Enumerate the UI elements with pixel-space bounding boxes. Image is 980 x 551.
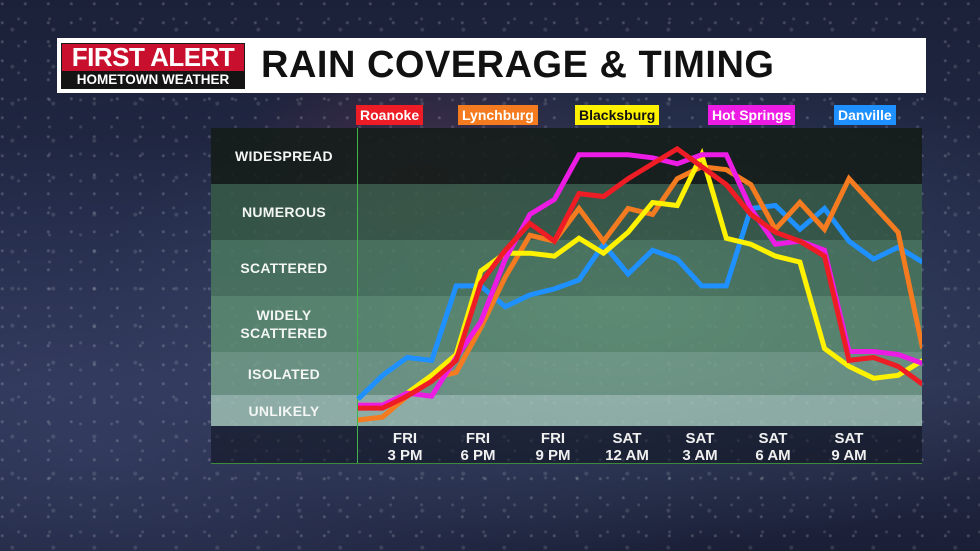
rain-coverage-chart: WIDESPREAD NUMEROUS SCATTERED WIDELY SCATTER… xyxy=(211,128,922,464)
logo-first-alert: FIRST ALERT xyxy=(61,42,245,72)
band-label: SCATTERED xyxy=(240,260,328,276)
tick-time: 6 PM xyxy=(460,447,496,464)
tick-day: SAT xyxy=(834,430,864,447)
title-banner: FIRST ALERT HOMETOWN WEATHER RAIN COVERA… xyxy=(57,38,926,93)
series-line-roanoke xyxy=(358,145,922,411)
band-isolated: ISOLATED xyxy=(211,352,922,395)
x-tick-label: SAT 9 AM xyxy=(814,430,884,464)
x-tick-label: SAT 6 AM xyxy=(738,430,808,464)
band-label: WIDELY SCATTERED xyxy=(240,307,328,341)
x-tick-label: FRI 6 PM xyxy=(443,430,513,464)
tick-day: FRI xyxy=(465,430,491,447)
chart-legend: Roanoke Lynchburg Blacksburg Hot Springs Dan… xyxy=(0,105,980,127)
band-numerous: NUMEROUS xyxy=(211,184,922,240)
tick-time: 6 AM xyxy=(755,447,791,464)
series-line-danville xyxy=(356,202,922,401)
tick-day: FRI xyxy=(392,430,418,447)
x-tick-label: SAT 12 AM xyxy=(592,430,662,464)
tick-day: SAT xyxy=(612,430,642,447)
band-label: WIDESPREAD xyxy=(235,148,333,164)
band-label: UNLIKELY xyxy=(248,402,320,419)
series-line-blacksburg xyxy=(358,147,922,408)
tick-time: 9 PM xyxy=(535,447,571,464)
legend-item-danville: Danville xyxy=(834,105,896,125)
band-widely-scattered: WIDELY SCATTERED xyxy=(211,296,922,352)
first-alert-logo: FIRST ALERT HOMETOWN WEATHER xyxy=(61,42,245,89)
tick-time: 3 PM xyxy=(387,447,423,464)
chart-lines xyxy=(356,145,922,423)
legend-item-blacksburg: Blacksburg xyxy=(575,105,660,125)
tick-time: 9 AM xyxy=(831,447,867,464)
tick-time: 3 AM xyxy=(682,447,718,464)
tick-day: SAT xyxy=(758,430,788,447)
band-unlikely: UNLIKELY xyxy=(211,395,922,426)
band-label: ISOLATED xyxy=(247,365,321,382)
x-axis-band xyxy=(211,426,922,464)
x-tick-label: SAT 3 AM xyxy=(665,430,735,464)
logo-hometown-weather: HOMETOWN WEATHER xyxy=(61,70,245,89)
page-title: RAIN COVERAGE & TIMING xyxy=(261,44,775,86)
tick-time: 12 AM xyxy=(605,447,649,464)
band-label: NUMEROUS xyxy=(241,204,327,220)
legend-item-hot-springs: Hot Springs xyxy=(708,105,796,125)
legend-item-roanoke: Roanoke xyxy=(356,105,424,125)
x-tick-label: FRI 9 PM xyxy=(518,430,588,464)
legend-item-lynchburg: Lynchburg xyxy=(458,105,538,125)
chart-start-line xyxy=(357,128,358,463)
x-tick-label: FRI 3 PM xyxy=(370,430,440,464)
series-line-lynchburg xyxy=(357,164,922,423)
tick-day: SAT xyxy=(685,430,715,447)
tick-day: FRI xyxy=(540,430,566,447)
